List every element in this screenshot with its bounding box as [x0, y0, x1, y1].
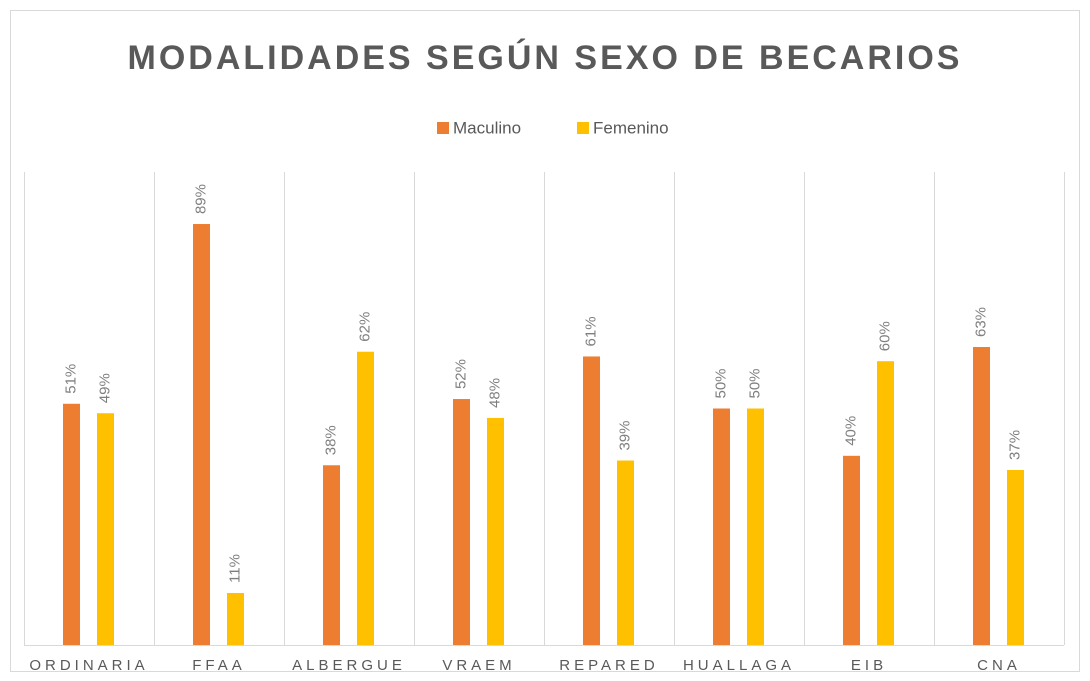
- bar: [747, 408, 764, 645]
- x-tick-label: VRAEM: [442, 657, 515, 674]
- bar: [713, 408, 730, 645]
- data-label: 38%: [322, 425, 339, 455]
- data-label: 50%: [712, 368, 729, 398]
- bar: [63, 403, 80, 645]
- data-label: 37%: [1006, 430, 1023, 460]
- bar: [487, 417, 504, 645]
- x-tick-label: CNA: [977, 657, 1021, 674]
- x-tick-label: HUALLAGA: [683, 657, 795, 674]
- bar: [357, 351, 374, 645]
- bar: [617, 460, 634, 645]
- data-label: 89%: [192, 184, 209, 214]
- data-label: 40%: [842, 416, 859, 446]
- data-label: 49%: [96, 373, 113, 403]
- bar: [843, 455, 860, 645]
- x-tick-label: FFAA: [192, 657, 246, 674]
- bar: [193, 224, 210, 645]
- data-label: 50%: [746, 368, 763, 398]
- legend-label: Maculino: [453, 118, 521, 137]
- legend-swatch: [437, 122, 449, 134]
- legend-label: Femenino: [593, 118, 669, 137]
- data-label: 39%: [616, 420, 633, 450]
- bar: [877, 361, 894, 645]
- data-label: 52%: [452, 359, 469, 389]
- legend-swatch: [577, 122, 589, 134]
- bar: [973, 347, 990, 645]
- bar: [323, 465, 340, 645]
- data-label: 61%: [582, 316, 599, 346]
- data-label: 51%: [62, 364, 79, 394]
- bar: [1007, 469, 1024, 645]
- chart-title: MODALIDADES SEGÚN SEXO DE BECARIOS: [128, 39, 963, 77]
- bar: [227, 592, 244, 645]
- x-tick-label: REPARED: [559, 657, 658, 674]
- x-tick-label: ALBERGUE: [292, 657, 406, 674]
- data-label: 48%: [486, 378, 503, 408]
- data-label: 60%: [876, 321, 893, 351]
- bar: [453, 399, 470, 645]
- x-tick-label: EIB: [851, 657, 887, 674]
- data-label: 62%: [356, 312, 373, 342]
- bar: [583, 356, 600, 645]
- x-tick-label: ORDINARIA: [29, 657, 148, 674]
- data-label: 63%: [972, 307, 989, 337]
- data-label: 11%: [226, 554, 243, 583]
- bar: [97, 413, 114, 645]
